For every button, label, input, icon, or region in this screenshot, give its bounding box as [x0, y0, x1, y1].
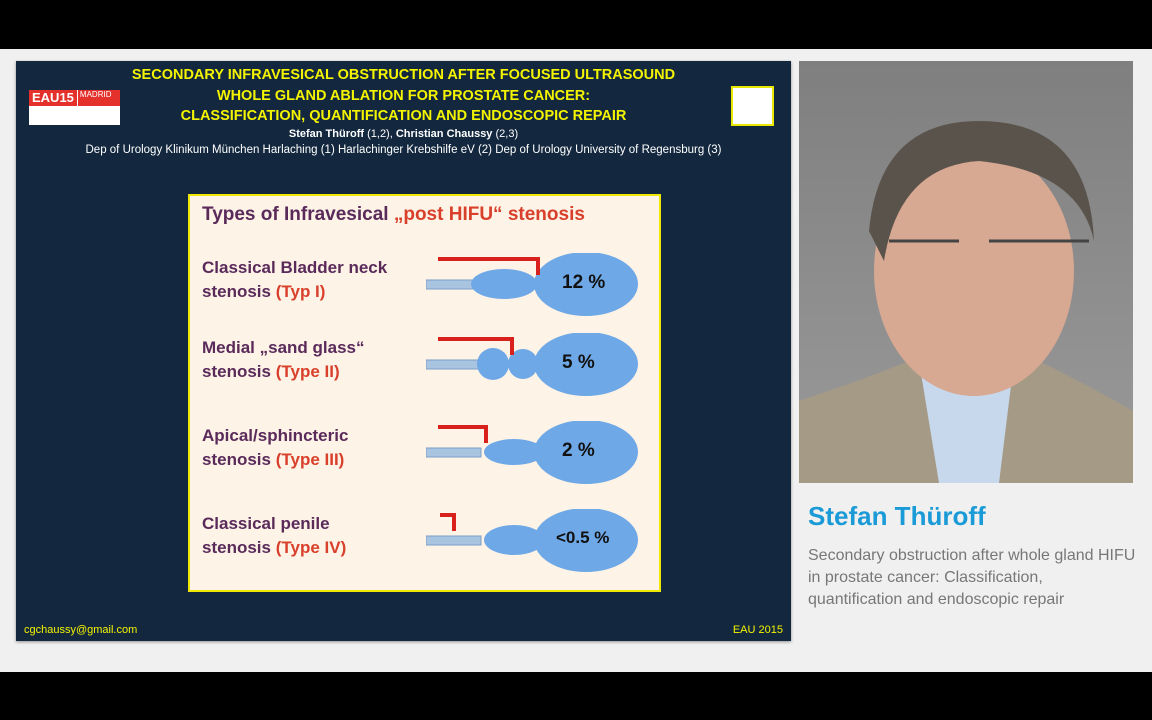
slide-title: SECONDARY INFRAVESICAL OBSTRUCTION AFTER…: [16, 65, 791, 127]
type-line2: stenosis: [202, 282, 276, 301]
urethra-diagram: [426, 253, 638, 316]
type-line2: stenosis: [202, 450, 276, 469]
type-line1: Apical/sphincteric: [202, 426, 349, 445]
institution-logo: [731, 86, 774, 126]
footer-event: EAU 2015: [732, 624, 783, 636]
footer-email: cgchaussy@gmail.com: [24, 624, 138, 636]
percentage-value: <0.5 %: [556, 528, 610, 547]
stenosis-type-label: Classical penile stenosis (Type IV): [202, 512, 346, 560]
box-title-red: „post HIFU“ stenosis: [393, 204, 585, 225]
type-code: (Type III): [275, 450, 345, 469]
type-line1: Classical penile: [202, 514, 330, 533]
type-code: (Type IV): [275, 538, 347, 557]
author-affil: (1,2),: [364, 128, 396, 140]
title-line: SECONDARY INFRAVESICAL OBSTRUCTION AFTER…: [131, 67, 676, 83]
speaker-name: Stefan Thüroff: [808, 501, 986, 531]
percentage-value: 2 %: [562, 440, 595, 461]
type-code: (Typ I): [275, 282, 326, 301]
author-affil: (2,3): [492, 128, 519, 140]
author: Stefan Thüroff: [288, 128, 365, 140]
percentage-value: 5 %: [562, 352, 595, 373]
type-line2: stenosis: [202, 362, 276, 381]
eau-logo: EAU15 MADRID: [29, 90, 120, 125]
urethra-diagram: [426, 421, 638, 484]
speaker-portrait: [799, 121, 1133, 483]
stenosis-type-label: Apical/sphincteric stenosis (Type III): [202, 424, 348, 472]
type-line1: Classical Bladder neck: [202, 258, 388, 277]
type-line2: stenosis: [202, 538, 276, 557]
talk-description: Secondary obstruction after whole gland …: [808, 547, 1136, 608]
stenosis-type-label: Classical Bladder neck stenosis (Typ I): [202, 256, 387, 304]
stenosis-types-box: Types of Infravesical „post HIFU“ stenos…: [188, 194, 661, 592]
player-stage: SECONDARY INFRAVESICAL OBSTRUCTION AFTER…: [0, 49, 1152, 672]
slide-affiliations: Dep of Urology Klinikum München Harlachi…: [85, 144, 722, 156]
slide-authors: Stefan Thüroff (1,2), Christian Chaussy …: [16, 128, 791, 140]
author: Christian Chaussy: [395, 128, 493, 140]
urethra-diagram: [426, 333, 638, 396]
box-title-text: Types of Infravesical: [202, 204, 394, 225]
logo-text: EAU15: [29, 90, 77, 106]
logo-city: MADRID: [77, 90, 120, 106]
urethra-diagram: [426, 509, 638, 572]
title-line: CLASSIFICATION, QUANTIFICATION AND ENDOS…: [180, 108, 627, 124]
percentage-value: 12 %: [562, 272, 606, 293]
box-title: Types of Infravesical „post HIFU“ stenos…: [202, 204, 585, 226]
stenosis-type-label: Medial „sand glass“ stenosis (Type II): [202, 336, 365, 384]
speaker-photo: [799, 61, 1133, 483]
presentation-slide: SECONDARY INFRAVESICAL OBSTRUCTION AFTER…: [16, 61, 791, 641]
type-line1: Medial „sand glass“: [202, 338, 365, 357]
title-line: WHOLE GLAND ABLATION FOR PROSTATE CANCER…: [216, 87, 591, 104]
type-code: (Type II): [275, 362, 340, 381]
